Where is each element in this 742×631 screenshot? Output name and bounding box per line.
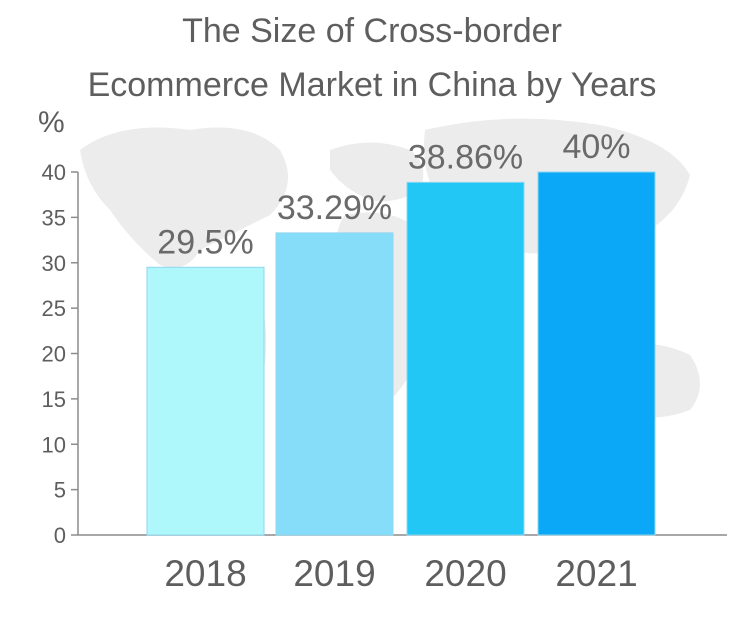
y-tick-label: 35 [42,205,66,230]
x-tick-label-2019: 2019 [293,553,375,594]
bar-2019 [275,232,394,536]
data-label-2019: 33.29% [277,189,392,227]
data-labels-group: 29.5% 33.29% 38.86% 40% [157,128,630,261]
y-tick-label: 20 [42,342,66,367]
bar-2021 [537,171,656,536]
y-tick-label: 25 [42,296,66,321]
y-tick-label: 10 [42,432,66,457]
y-tick-label: 0 [54,523,66,548]
x-tick-label-2020: 2020 [424,553,506,594]
data-label-2020: 38.86% [408,138,523,176]
data-label-2018: 29.5% [157,223,253,261]
chart-title: The Size of Cross-border Ecommerce Market… [88,12,657,104]
x-tick-label-2021: 2021 [555,553,637,594]
y-tick-label: 40 [42,160,66,185]
bar-2018 [146,266,265,536]
y-tick-label: 15 [42,387,66,412]
x-tick-label-2018: 2018 [164,553,246,594]
bars-group [146,171,656,536]
data-label-2021: 40% [562,128,630,166]
y-tick-label: 5 [54,478,66,503]
y-tick-label: 30 [42,251,66,276]
chart-title-line: Ecommerce Market in China by Years [88,66,657,104]
bar-2020 [406,181,525,536]
y-axis-ticks: 0 5 10 15 20 25 30 35 40 [42,160,78,548]
chart-title-line: The Size of Cross-border [182,12,562,50]
x-axis-labels: 2018 2019 2020 2021 [164,553,637,594]
y-axis-unit-label: % [38,106,65,139]
